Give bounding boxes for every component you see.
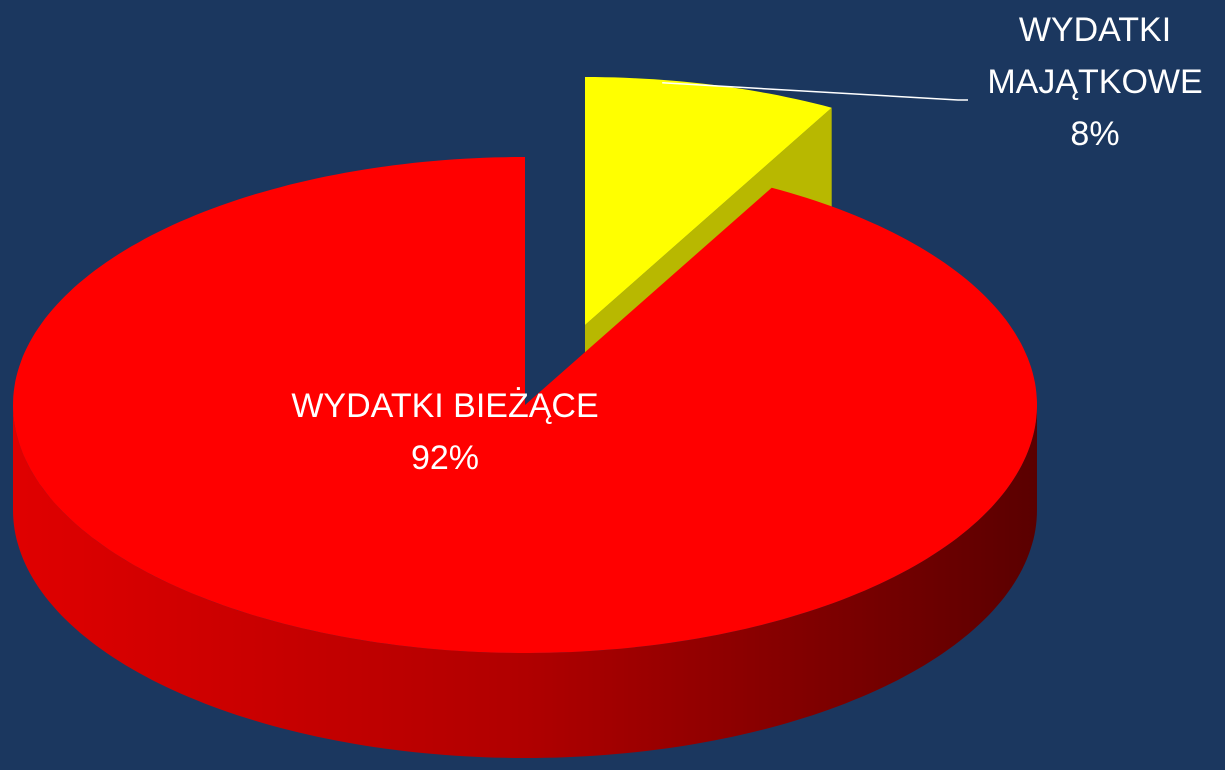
category-label: WYDATKI MAJĄTKOWE: [987, 11, 1203, 101]
slice: [13, 157, 1037, 653]
slice-label: WYDATKI MAJĄTKOWE 8%: [965, 4, 1225, 160]
slice-side: [13, 405, 1037, 758]
category-label: WYDATKI BIEŻĄCE: [291, 387, 599, 425]
slice: [585, 77, 832, 325]
value-label: 92%: [410, 439, 480, 477]
slice-label: WYDATKI BIEŻĄCE 92%: [225, 380, 665, 484]
value-label: 8%: [1070, 115, 1120, 153]
leader-line: [662, 82, 968, 101]
